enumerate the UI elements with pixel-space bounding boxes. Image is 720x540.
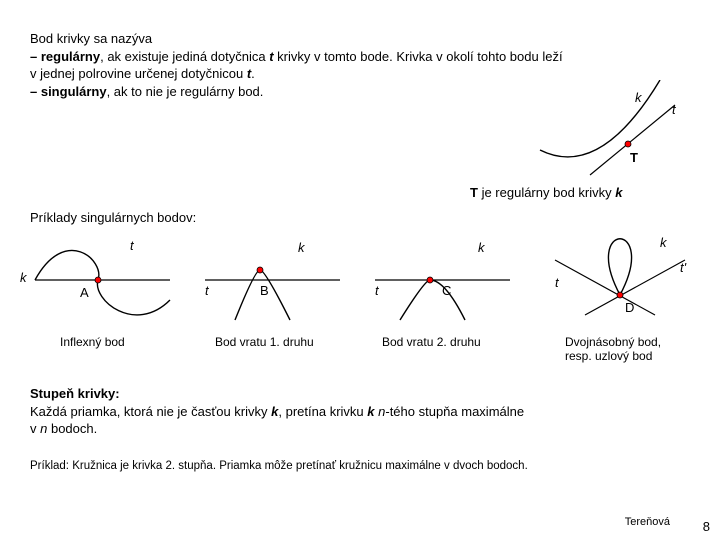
ex-b-caption: Bod vratu 1. druhu <box>215 335 314 349</box>
singular-label: – singulárny <box>30 84 107 99</box>
topfig-caption-T: T <box>470 185 478 200</box>
example-c-figure: k t C <box>370 235 520 335</box>
example-a-figure: k t A <box>20 235 180 335</box>
ex-b-t: t <box>205 283 209 298</box>
ex-a-t: t <box>130 238 134 253</box>
example-a-svg <box>20 235 180 335</box>
degree-l1a: Každá priamka, ktorá nie je časťou krivk… <box>30 404 271 419</box>
ex-c-k: k <box>478 240 485 255</box>
reg-text1: , ak existuje jediná dotyčnica <box>100 49 269 64</box>
footer-page: 8 <box>703 519 710 534</box>
sing-text: , ak to nie je regulárny bod. <box>107 84 264 99</box>
degree-title: Stupeň krivky: <box>30 385 690 403</box>
reg-text3: v jednej polrovine určenej dotyčnicou <box>30 66 247 81</box>
topfig-caption-k: k <box>615 185 622 200</box>
ex-c-C: C <box>442 283 451 298</box>
ex-a-k: k <box>20 270 27 285</box>
degree-block: Stupeň krivky: Každá priamka, ktorá nie … <box>30 385 690 438</box>
example-footer-pre: Príklad: <box>30 460 69 472</box>
topfig-t: t <box>672 102 676 117</box>
example-footer: Príklad: Kružnica je krivka 2. stupňa. P… <box>30 460 528 472</box>
ex-b-B: B <box>260 283 269 298</box>
ex-a-caption: Inflexný bod <box>60 335 125 349</box>
ex-d-k: k <box>660 235 667 250</box>
ex-c-caption: Bod vratu 2. druhu <box>382 335 481 349</box>
ex-c-t: t <box>375 283 379 298</box>
topfig-caption: T je regulárny bod krivky k <box>470 185 622 200</box>
ex-d-t: t <box>555 275 559 290</box>
ex-d-tp: t' <box>680 260 686 275</box>
ex-b-k: k <box>298 240 305 255</box>
topfig-k: k <box>635 90 642 105</box>
degree-l1k2: k <box>367 404 374 419</box>
example-b-svg <box>200 235 350 335</box>
example-d-figure: k t t' D <box>540 230 700 335</box>
ex-a-A: A <box>80 285 89 300</box>
ex-d-D: D <box>625 300 634 315</box>
reg-text4: . <box>251 66 255 81</box>
regular-point-svg <box>530 80 690 180</box>
examples-heading: Príklady singulárnych bodov: <box>30 210 196 225</box>
ex-d-caption1: Dvojnásobný bod, <box>565 335 661 349</box>
topfig-caption-mid: je regulárny bod krivky <box>478 185 615 200</box>
example-b-figure: k t B <box>200 235 350 335</box>
regular-point-figure: k t T <box>530 80 690 180</box>
example-d-svg <box>540 230 700 335</box>
example-footer-txt: Kružnica je krivka 2. stupňa. Priamka mô… <box>69 460 528 472</box>
intro-line1: Bod krivky sa nazýva <box>30 31 152 46</box>
ex-d-caption2: resp. uzlový bod <box>565 349 652 363</box>
regular-label: – regulárny <box>30 49 100 64</box>
degree-l2b: bodoch. <box>47 421 97 436</box>
footer-author: Tereňová <box>625 516 670 528</box>
topfig-T: T <box>630 150 638 165</box>
degree-l1d: -tého stupňa maximálne <box>385 404 524 419</box>
degree-l2a: v <box>30 421 40 436</box>
degree-l1b: , pretína krivku <box>278 404 367 419</box>
reg-text2: krivky v tomto bode. Krivka v okolí toht… <box>274 49 563 64</box>
